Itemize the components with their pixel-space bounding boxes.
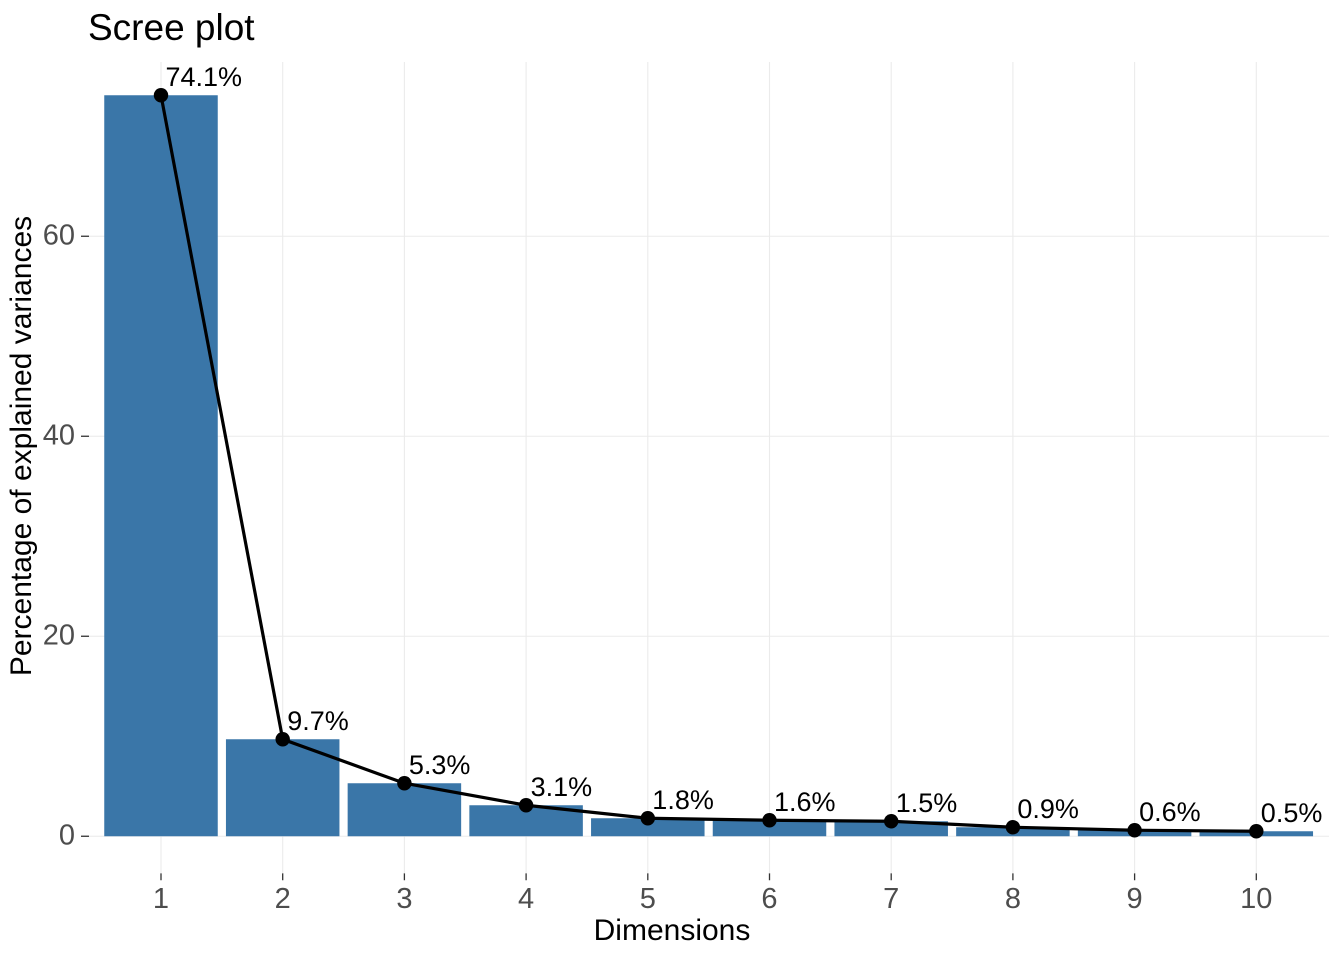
svg-text:5.3%: 5.3% xyxy=(409,750,471,780)
svg-text:0.5%: 0.5% xyxy=(1261,798,1323,828)
svg-text:1.8%: 1.8% xyxy=(652,785,714,815)
svg-text:0.6%: 0.6% xyxy=(1139,797,1201,827)
svg-text:1.5%: 1.5% xyxy=(896,788,958,818)
svg-text:3.1%: 3.1% xyxy=(531,772,593,802)
svg-text:74.1%: 74.1% xyxy=(166,62,243,92)
svg-text:1.6%: 1.6% xyxy=(774,787,836,817)
svg-text:0.9%: 0.9% xyxy=(1017,794,1079,824)
svg-text:9.7%: 9.7% xyxy=(287,706,349,736)
